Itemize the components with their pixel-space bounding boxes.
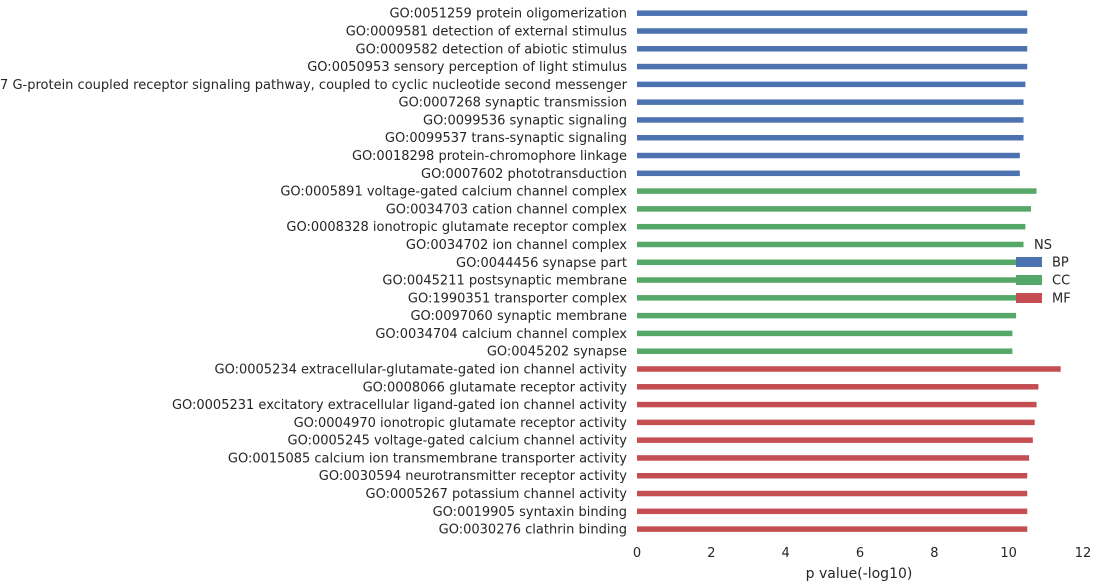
bar-bp [637, 28, 1028, 34]
bar-mf [637, 366, 1061, 372]
bar-mf [637, 384, 1039, 390]
bar-mf [637, 401, 1037, 408]
legend: NS BP CC MF [1016, 238, 1071, 307]
bar-mf [637, 472, 1028, 479]
x-tick-label: 2 [707, 546, 715, 561]
bar-cc [637, 277, 1017, 283]
x-tick-label: 4 [782, 546, 790, 561]
bar-mf [637, 455, 1030, 461]
bars [637, 10, 1061, 532]
bar-cc [637, 188, 1037, 194]
bar-cc [637, 348, 1013, 354]
bar-mf [637, 419, 1035, 426]
bar-cc [637, 206, 1031, 212]
x-tick-label: 0 [633, 546, 641, 561]
category-label: GO:0007268 synaptic transmission [399, 96, 627, 111]
legend-label-bp: BP [1052, 256, 1069, 271]
x-tick-label: 6 [856, 546, 864, 561]
bar-cc [637, 223, 1026, 230]
category-label: GO:0030594 neurotransmitter receptor act… [319, 469, 628, 484]
legend-label-mf: MF [1052, 292, 1071, 307]
category-label: GO:0018298 protein-chromophore linkage [352, 149, 627, 164]
category-labels: GO:0051259 protein oligomerization GO:000… [0, 7, 628, 538]
category-label: GO:0050953 sensory perception of light s… [307, 60, 627, 75]
bar-cc [637, 312, 1017, 319]
bar-mf [637, 526, 1028, 532]
legend-swatch-mf [1016, 293, 1042, 303]
category-label: GO:0005234 extracellular-glutamate-gated… [215, 363, 628, 378]
category-label: GO:0045211 postsynaptic membrane [382, 274, 627, 289]
category-label: GO:0009582 detection of abiotic stimulus [356, 42, 628, 57]
category-label: GO:0099537 trans-synaptic signaling [385, 131, 627, 146]
x-tick-label: 10 [1000, 546, 1017, 561]
category-label: GO:0005231 excitatory extracellular liga… [172, 398, 627, 413]
bar-bp [637, 117, 1024, 123]
bar-bp [637, 10, 1028, 16]
bar-bp [637, 170, 1020, 177]
bar-mf [637, 437, 1033, 443]
x-tick-label: 12 [1075, 546, 1092, 561]
category-label: GO:0099536 synaptic signaling [423, 113, 627, 128]
bar-cc [637, 295, 1017, 301]
bar-bp [637, 134, 1024, 141]
category-label: GO:0005245 voltage-gated calcium channel… [288, 434, 628, 449]
bar-bp [637, 63, 1028, 70]
category-label: GO:0034702 ion channel complex [406, 238, 627, 253]
legend-title: NS [1034, 238, 1052, 253]
bar-bp [637, 46, 1028, 52]
legend-label-cc: CC [1052, 274, 1070, 289]
bar-cc [637, 241, 1024, 248]
legend-swatch-cc [1016, 275, 1042, 285]
category-label: GO:0008328 ionotropic glutamate receptor… [286, 220, 627, 235]
x-axis: 0 2 4 6 8 10 12 [633, 546, 1091, 561]
category-label: GO:0007187 G-protein coupled receptor si… [0, 78, 628, 93]
bar-cc [637, 259, 1017, 266]
category-label: GO:0005267 potassium channel activity [366, 487, 628, 502]
bar-bp [637, 99, 1024, 105]
category-label: GO:1990351 transporter complex [408, 291, 627, 306]
category-label: GO:0019905 syntaxin binding [433, 505, 627, 520]
legend-entries: BP CC MF [1016, 256, 1071, 307]
category-label: GO:0045202 synapse [487, 345, 627, 360]
category-label: GO:0004970 ionotropic glutamate receptor… [294, 416, 628, 431]
bar-cc [637, 330, 1013, 337]
category-label: GO:0007602 phototransduction [421, 167, 627, 182]
category-label: GO:0008066 glutamate receptor activity [363, 380, 628, 395]
category-label: GO:0044456 synapse part [456, 256, 627, 271]
bar-mf [637, 508, 1028, 515]
x-axis-title: p value(-log10) [806, 566, 913, 582]
category-label: GO:0030276 clathrin binding [439, 523, 627, 538]
bar-bp [637, 152, 1020, 159]
category-label: GO:0034703 cation channel complex [386, 202, 628, 217]
category-label: GO:0005891 voltage-gated calcium channel… [280, 185, 627, 200]
bar-mf [637, 490, 1028, 497]
category-label: GO:0097060 synaptic membrane [410, 309, 627, 324]
category-label: GO:0034704 calcium channel complex [375, 327, 627, 342]
legend-swatch-bp [1016, 257, 1042, 267]
x-tick-label: 8 [930, 546, 938, 561]
category-label: GO:0051259 protein oligomerization [389, 7, 627, 22]
category-label: GO:0015085 calcium ion transmembrane tra… [228, 451, 627, 466]
category-label: GO:0009581 detection of external stimulu… [346, 24, 628, 39]
bar-bp [637, 81, 1026, 88]
